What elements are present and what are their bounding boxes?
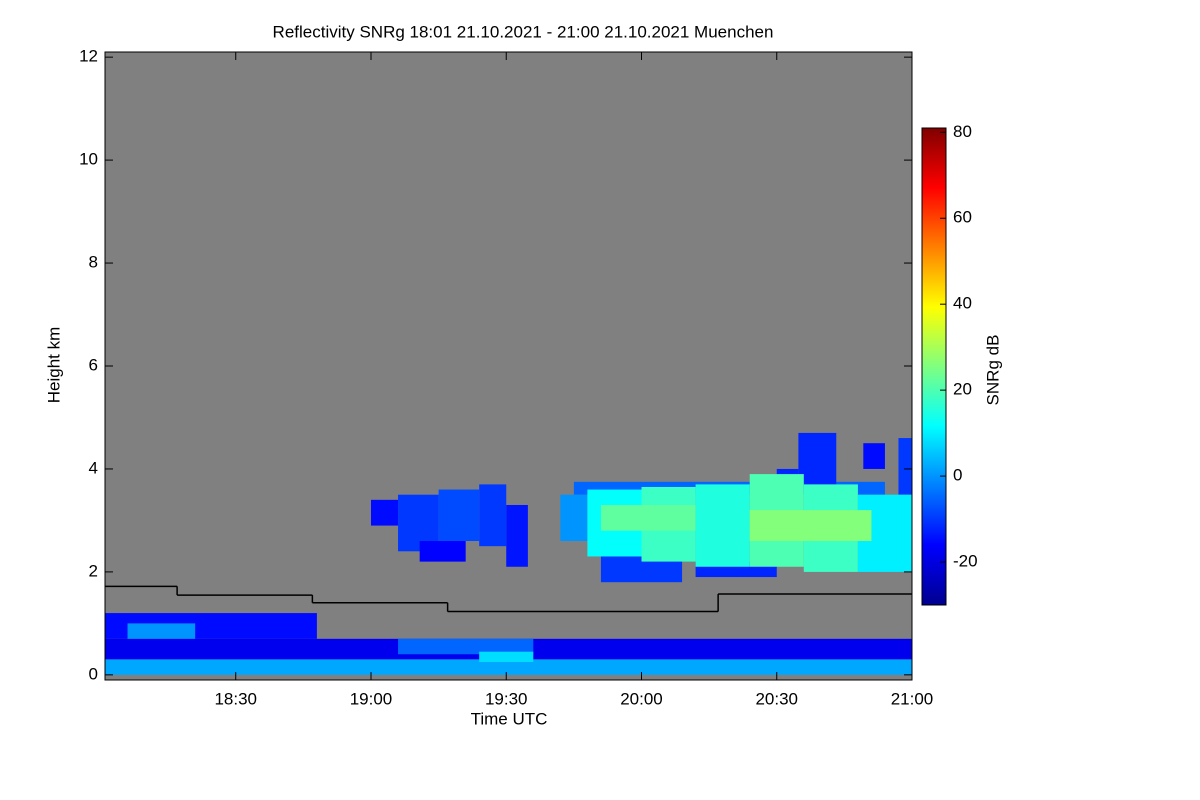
heatmap [105,432,912,675]
x-tick-label: 20:30 [755,689,798,708]
x-tick-label: 18:30 [214,689,257,708]
y-axis-label: Height km [44,327,63,404]
colorbar [921,127,947,606]
heatmap-cell [560,494,588,542]
x-tick-label: 21:00 [891,689,934,708]
y-tick-label: 8 [89,253,98,272]
heatmap-cell [798,432,837,485]
heatmap-cell [479,484,507,547]
x-tick-label: 19:00 [350,689,393,708]
colorbar-tick-label: 20 [953,380,972,399]
y-tick-label: 2 [89,561,98,580]
heatmap-cell [419,541,466,562]
colorbar-tick-label: 40 [953,294,972,313]
x-tick-label: 20:00 [620,689,663,708]
heatmap-cell [398,638,534,655]
heatmap-cell [370,499,399,526]
plot-area [105,52,912,680]
heatmap-cell [105,659,912,675]
y-tick-label: 4 [89,458,98,477]
colorbar-tick-label: 80 [953,122,972,141]
heatmap-cell [749,510,872,542]
heatmap-cell [127,623,196,639]
x-axis-label: Time UTC [471,709,548,728]
heatmap-cell [863,443,885,469]
heatmap-cell [479,651,534,662]
colorbar-tick-label: 0 [953,466,962,485]
heatmap-cell [695,484,750,567]
heatmap-cell [600,504,696,531]
heatmap-cell [438,489,480,542]
y-tick-label: 10 [79,150,98,169]
colorbar-tick-label: -20 [953,552,978,571]
colorbar-label: SNRg dB [983,335,1002,406]
chart-title: Reflectivity SNRg 18:01 21.10.2021 - 21:… [273,22,774,41]
y-tick-label: 6 [89,355,98,374]
colorbar-tick-label: 60 [953,208,972,227]
heatmap-cell [898,438,912,495]
heatmap-cell [506,504,528,567]
x-tick-label: 19:30 [485,689,528,708]
y-tick-label: 0 [89,664,98,683]
y-tick-label: 12 [79,47,98,66]
